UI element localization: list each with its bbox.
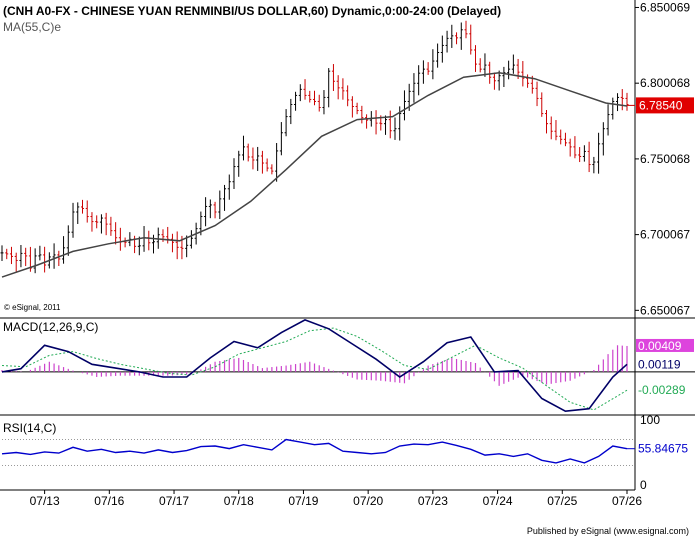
x-tick-label: 07/20 (353, 494, 383, 508)
x-tick-label: 07/17 (159, 494, 189, 508)
macd-panel: MACD(12,26,9,C) 0.00409 0.00119 -0.00289 (0, 318, 695, 416)
x-axis: 07/13 07/16 07/17 07/18 07/19 07/20 07/23 07/24… (0, 489, 642, 508)
x-tick-label: 07/13 (30, 494, 60, 508)
macd-title: MACD(12,26,9,C) (3, 320, 98, 334)
x-tick-label: 07/19 (288, 494, 318, 508)
price-tick-label: 6.650067 (640, 303, 690, 317)
last-price-badge (636, 97, 694, 114)
ohlc-bars (0, 20, 629, 274)
macd-signal-badge-label: -0.00289 (638, 383, 686, 397)
macd-signal-line (1, 327, 628, 411)
macd-histogram-badge-label: 0.00409 (638, 339, 682, 353)
macd-value-badge-label: 0.00119 (638, 357, 681, 371)
macd-line (1, 319, 628, 413)
price-tick-label: 6.800068 (640, 76, 690, 90)
last-price-label: 6.78540 (639, 98, 683, 112)
chart-title: (CNH A0-FX - CHINESE YUAN RENMINBI/US DO… (3, 4, 501, 18)
x-tick-label: 07/18 (224, 494, 254, 508)
macd-value-badge (636, 357, 694, 371)
price-panel: 6.850069 6.800068 6.750068 6.700067 6.650067… (0, 0, 695, 319)
rsi-value-label: 55.84675 (638, 442, 688, 456)
x-tick-label: 07/25 (547, 494, 577, 508)
macd-histogram-badge (636, 338, 694, 352)
price-tick-label: 6.850069 (640, 0, 690, 14)
publisher-credit: Published by eSignal (www.esignal.com) (526, 526, 689, 536)
x-tick-label: 07/26 (612, 494, 642, 508)
copyright-note: © eSignal, 2011 (4, 303, 61, 312)
x-tick-label: 07/16 (94, 494, 124, 508)
rsi-line (1, 438, 628, 464)
rsi-title: RSI(14,C) (3, 421, 56, 435)
rsi-panel: 100 0 55.84675 RSI(14,C) (1, 413, 694, 492)
x-tick-label: 07/24 (483, 494, 513, 508)
x-tick-label: 07/23 (418, 494, 448, 508)
moving-average-line (1, 71, 628, 278)
price-tick-label: 6.700067 (640, 228, 690, 242)
price-tick-label: 6.750068 (640, 152, 690, 166)
rsi-value-badge (636, 440, 694, 457)
macd-signal-badge (636, 383, 694, 397)
ma-legend: MA(55,C)e (3, 20, 61, 34)
rsi-tick-label: 100 (640, 413, 660, 427)
rsi-tick-label: 0 (640, 478, 647, 492)
